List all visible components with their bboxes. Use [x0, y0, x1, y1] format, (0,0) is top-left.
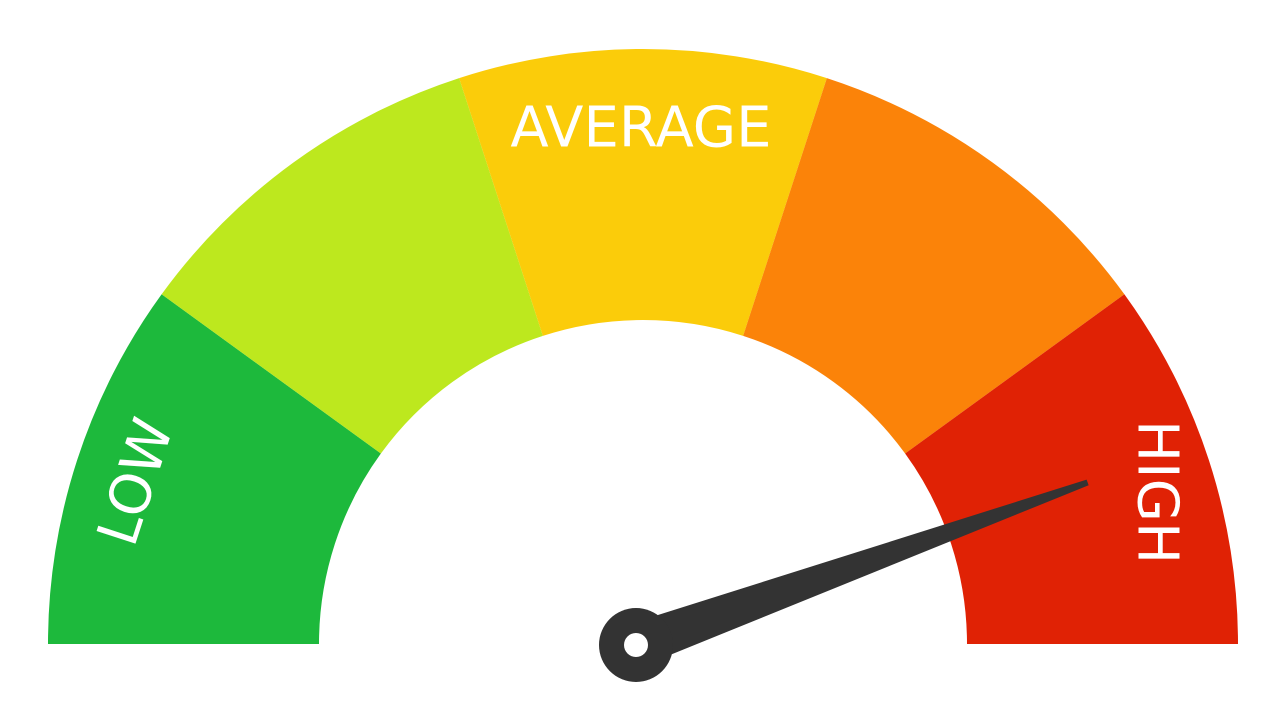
segment-average: [459, 48, 827, 336]
needle-hub-hole: [624, 633, 648, 657]
label-high: HIGH: [1125, 420, 1190, 564]
needle: [599, 479, 1089, 682]
needle-pointer: [628, 479, 1089, 666]
segment-low-mid: [161, 78, 543, 454]
label-average: AVERAGE: [510, 96, 771, 161]
segment-high-mid: [743, 78, 1125, 454]
segment-low: [48, 294, 381, 644]
gauge-segments: [48, 48, 1238, 644]
segment-high: [905, 294, 1238, 644]
